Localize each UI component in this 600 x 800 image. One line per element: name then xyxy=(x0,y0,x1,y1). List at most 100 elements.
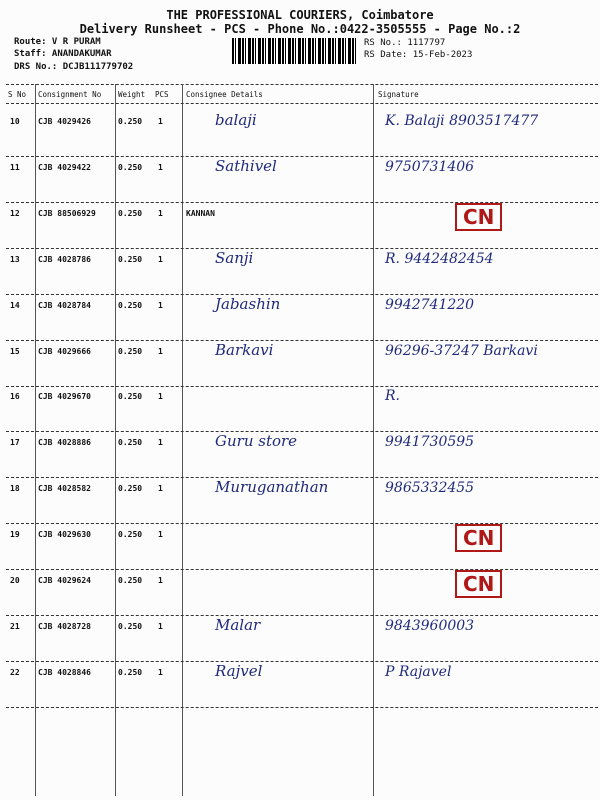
cn-stamp: CN xyxy=(455,202,503,231)
consignment-number: CJB 4028784 xyxy=(38,300,91,310)
weight: 0.250 xyxy=(118,667,143,677)
serial-number: 21 xyxy=(10,621,20,631)
row-divider xyxy=(6,660,598,662)
handwritten-consignee: Rajvel xyxy=(215,661,263,680)
signature: 9750731406 xyxy=(385,158,475,175)
consignment-number: CJB 4029670 xyxy=(38,392,91,402)
signature: 9865332455 xyxy=(385,480,475,497)
row-divider xyxy=(6,247,598,249)
consignee-name: KANNAN xyxy=(186,208,215,218)
serial-number: 20 xyxy=(10,576,20,585)
consignment-number: CJB 4028786 xyxy=(38,254,91,264)
column-divider xyxy=(182,84,183,796)
company-title: THE PROFESSIONAL COURIERS, Coimbatore xyxy=(166,8,434,22)
barcode xyxy=(232,38,357,64)
signature: 9942741220 xyxy=(385,296,475,313)
row-divider xyxy=(6,339,598,341)
row-divider xyxy=(6,431,598,433)
pcs: 1 xyxy=(158,438,163,448)
weight: 0.250 xyxy=(118,530,143,540)
col-weight: Weight xyxy=(118,90,146,99)
runsheet-subtitle: Delivery Runsheet - PCS - Phone No.:0422… xyxy=(79,22,521,36)
column-divider xyxy=(35,84,36,796)
drs-number: DRS No.: DCJB111779702 xyxy=(14,62,134,72)
pcs: 1 xyxy=(158,621,163,631)
pcs: 1 xyxy=(158,346,163,356)
pcs: 1 xyxy=(158,576,163,585)
signature: K. Balaji 8903517477 xyxy=(385,113,539,129)
col-sno: S No xyxy=(8,90,27,99)
handwritten-consignee: Malar xyxy=(215,615,261,634)
staff: Staff: ANANDAKUMAR xyxy=(14,49,112,59)
handwritten-consignee: Muruganathan xyxy=(215,478,329,497)
row-divider xyxy=(6,615,598,616)
handwritten-consignee: Jabashin xyxy=(215,294,281,313)
serial-number: 13 xyxy=(10,254,20,264)
weight: 0.250 xyxy=(118,254,143,264)
pcs: 1 xyxy=(158,162,163,172)
signature: R. 9442482454 xyxy=(385,250,494,267)
signature: R. xyxy=(385,388,400,405)
handwritten-consignee: Guru store xyxy=(215,432,298,451)
weight: 0.250 xyxy=(118,484,143,494)
weight: 0.250 xyxy=(118,300,143,310)
col-consignee: Consignee Details xyxy=(186,90,263,99)
handwritten-consignee: Barkavi xyxy=(215,340,274,359)
row-divider xyxy=(6,293,598,295)
cn-stamp: CN xyxy=(455,570,503,598)
rs-date: RS Date: 15-Feb-2023 xyxy=(364,50,473,60)
weight: 0.250 xyxy=(118,208,143,218)
row-divider xyxy=(6,201,598,203)
serial-number: 17 xyxy=(10,438,20,448)
consignment-number: CJB 4028728 xyxy=(38,621,91,631)
serial-number: 15 xyxy=(10,346,20,356)
consignment-number: CJB 4029666 xyxy=(38,346,91,356)
serial-number: 12 xyxy=(10,208,20,218)
serial-number: 14 xyxy=(10,300,20,310)
row-divider xyxy=(6,477,598,479)
consignment-number: CJB 4028582 xyxy=(38,484,91,494)
cn-stamp: CN xyxy=(455,524,503,553)
handwritten-consignee: Sathivel xyxy=(215,156,277,175)
weight: 0.250 xyxy=(118,162,143,172)
consignment-number: CJB 4028846 xyxy=(38,667,91,677)
serial-number: 11 xyxy=(10,162,20,172)
column-divider xyxy=(115,84,116,796)
consignment-number: CJB 4029630 xyxy=(38,530,91,540)
serial-number: 10 xyxy=(10,117,20,126)
consignment-number: CJB 88506929 xyxy=(38,208,96,218)
signature: 9843960003 xyxy=(385,617,475,634)
serial-number: 19 xyxy=(10,530,20,540)
weight: 0.250 xyxy=(118,576,143,585)
signature: P Rajavel xyxy=(385,663,452,680)
pcs: 1 xyxy=(158,484,163,494)
pcs: 1 xyxy=(158,254,163,264)
row-divider xyxy=(6,706,598,708)
consignment-number: CJB 4029422 xyxy=(38,162,91,172)
serial-number: 18 xyxy=(10,484,20,494)
rs-number: RS No.: 1117797 xyxy=(364,38,446,48)
pcs: 1 xyxy=(158,117,163,126)
weight: 0.250 xyxy=(118,438,143,448)
weight: 0.250 xyxy=(118,117,143,126)
column-divider xyxy=(373,84,374,796)
consignment-number: CJB 4028886 xyxy=(38,438,91,448)
signature: 9941730595 xyxy=(385,434,475,451)
signature: 96296-37247 Barkavi xyxy=(385,342,538,359)
row-divider xyxy=(6,156,598,157)
weight: 0.250 xyxy=(118,392,143,402)
pcs: 1 xyxy=(158,300,163,310)
consignment-number: CJB 4029624 xyxy=(38,576,91,585)
weight: 0.250 xyxy=(118,621,143,631)
handwritten-consignee: Sanji xyxy=(215,248,254,267)
pcs: 1 xyxy=(158,208,163,218)
pcs: 1 xyxy=(158,667,163,677)
handwritten-consignee: balaji xyxy=(215,111,257,129)
row-divider xyxy=(6,385,598,387)
divider xyxy=(6,103,598,104)
pcs: 1 xyxy=(158,392,163,402)
serial-number: 16 xyxy=(10,392,20,402)
row-divider xyxy=(6,569,598,571)
route: Route: V R PURAM xyxy=(14,37,101,47)
